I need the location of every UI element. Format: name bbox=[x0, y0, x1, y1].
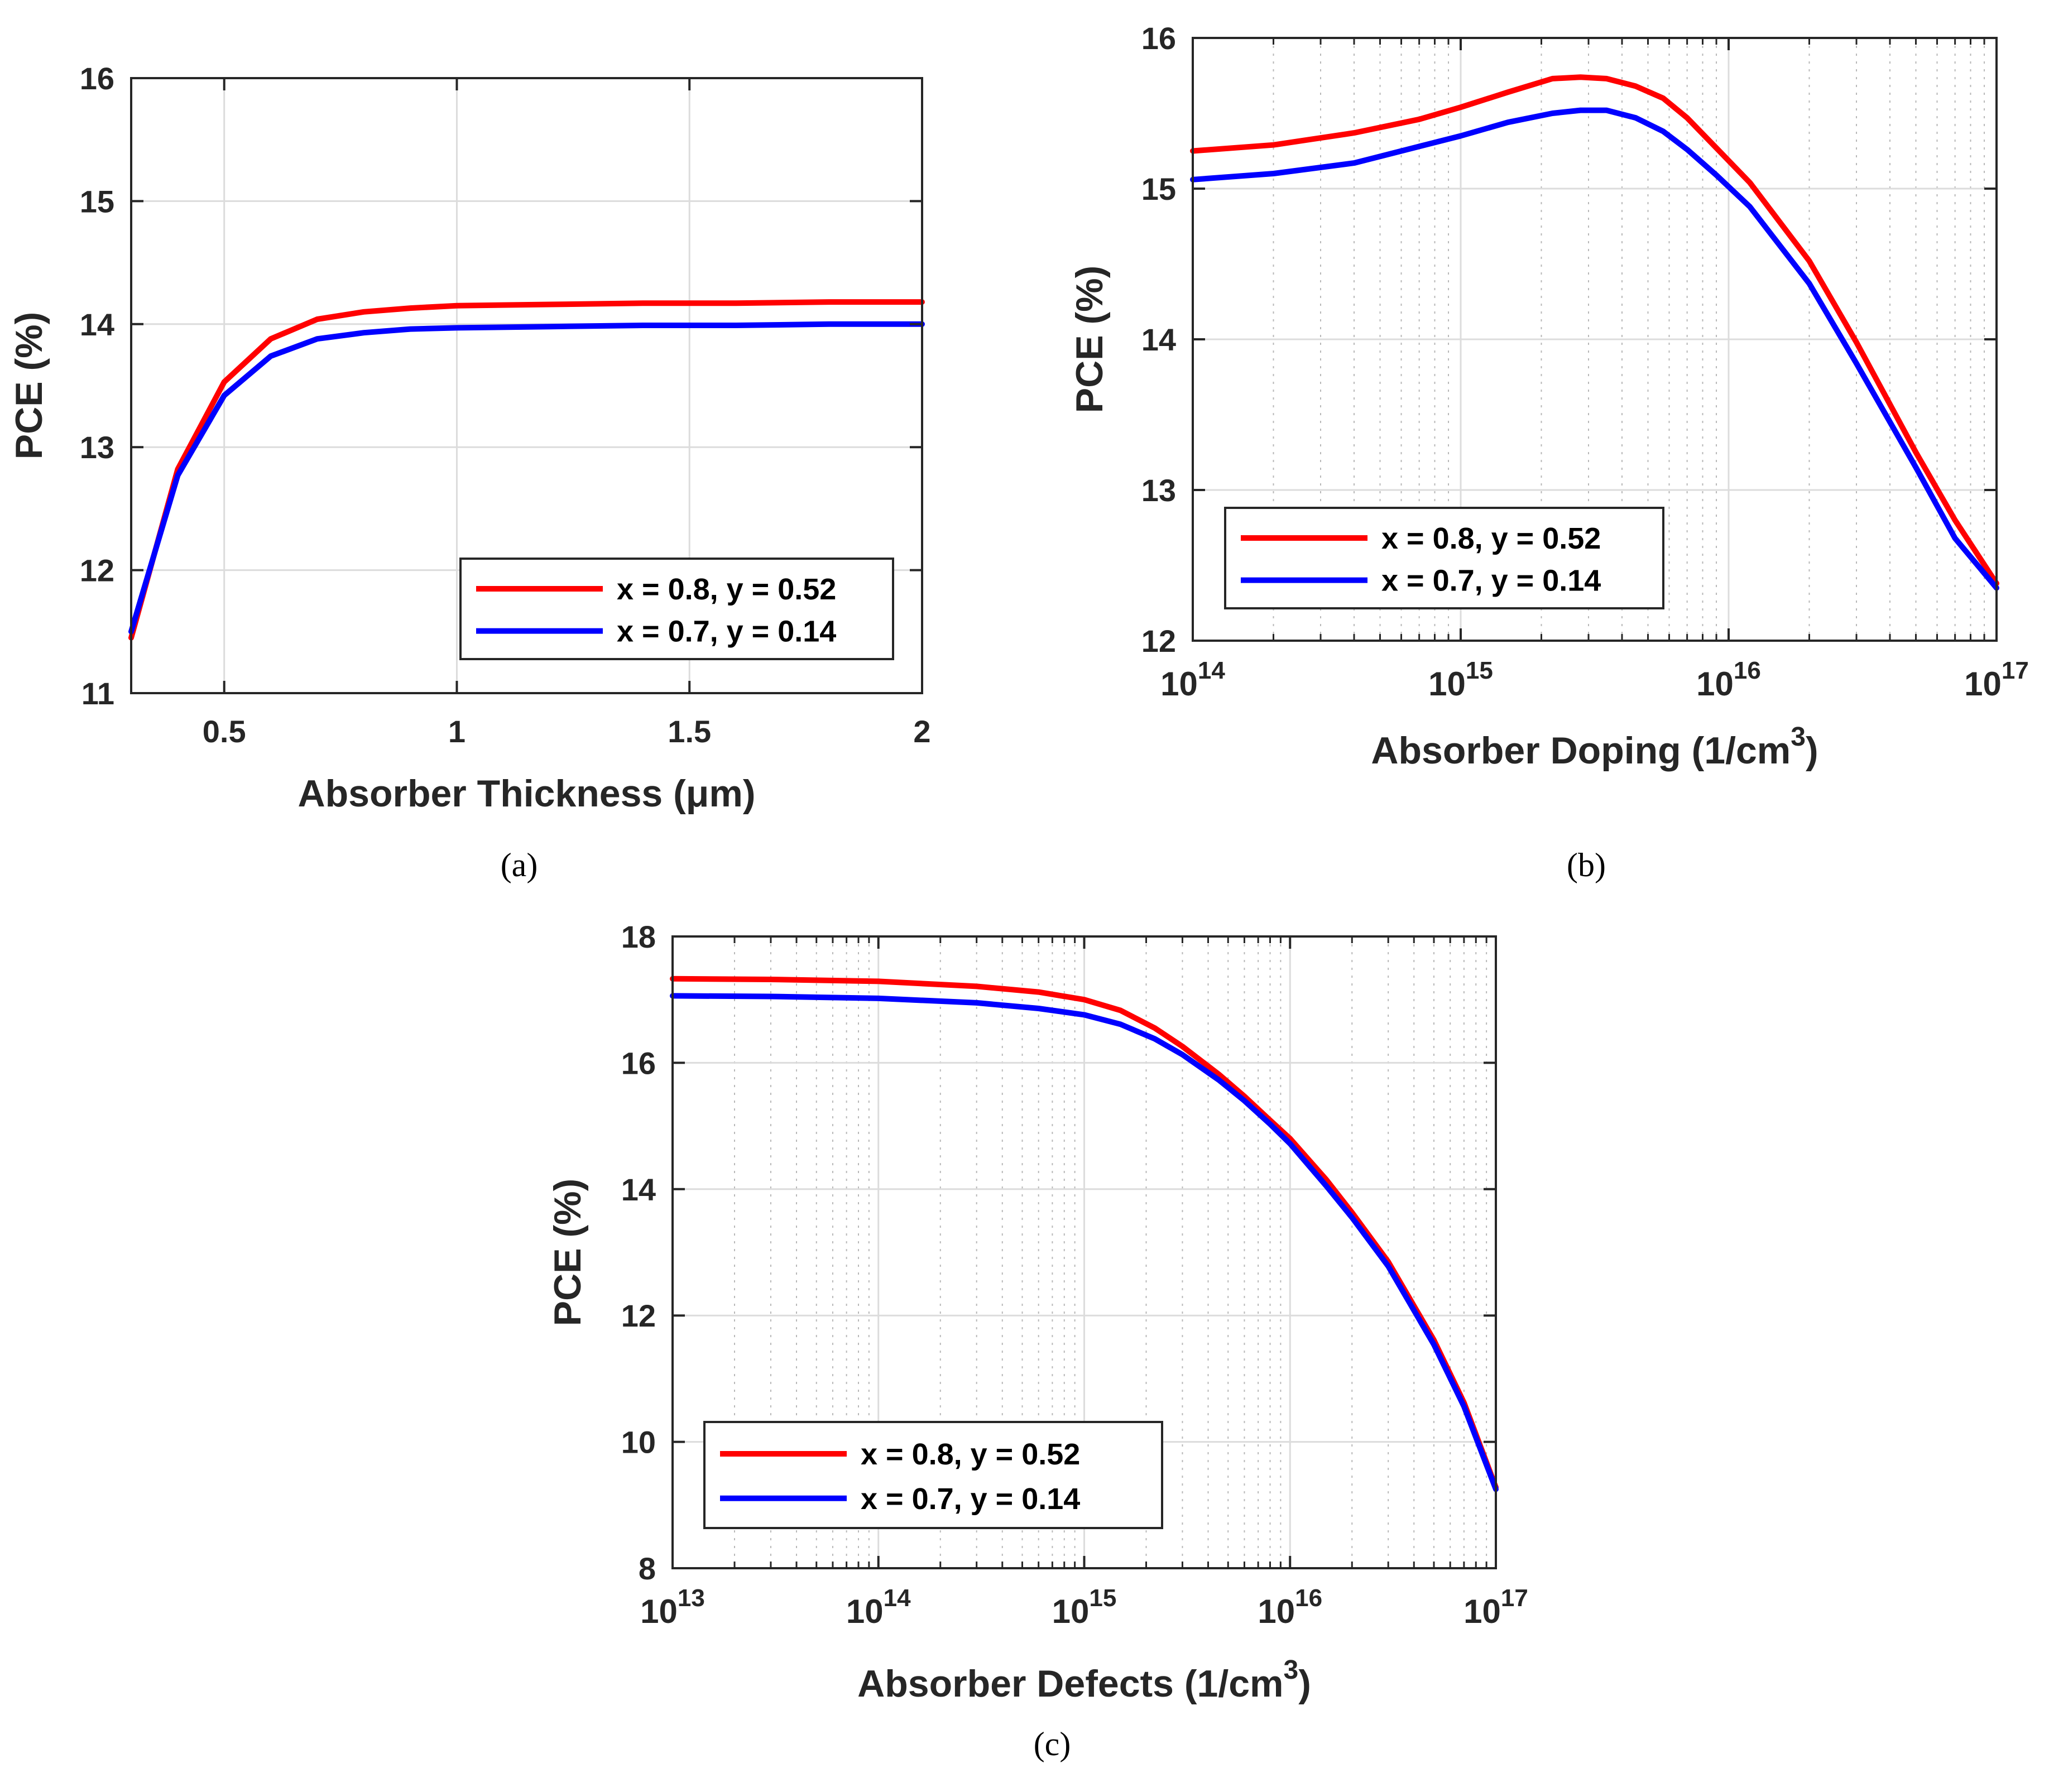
legend-box bbox=[1224, 507, 1664, 609]
x-tick-exponent: 14 bbox=[1198, 657, 1225, 684]
x-axis-label: Absorber Doping (1/cm3) bbox=[1371, 722, 1818, 772]
x-axis-label-suffix: ) bbox=[1298, 1663, 1311, 1705]
y-tick-label: 12 bbox=[1141, 623, 1176, 659]
x-tick-label: 1016 bbox=[1258, 1584, 1322, 1630]
x-tick-exponent: 15 bbox=[1466, 657, 1493, 684]
panel-c: 1013 1014 1015 1016 101781012141618Absorber … bbox=[546, 919, 1528, 1762]
x-axis-label-text: Absorber Doping (1/cm bbox=[1371, 729, 1791, 772]
series-line-2 bbox=[1190, 107, 1999, 591]
legend-label-1: x = 0.8, y = 0.52 bbox=[861, 1438, 1080, 1471]
x-tick-exponent: 17 bbox=[1501, 1584, 1528, 1612]
legend-label-1: x = 0.8, y = 0.52 bbox=[617, 573, 836, 606]
y-tick-label: 10 bbox=[621, 1425, 656, 1460]
y-tick-label: 11 bbox=[81, 676, 114, 711]
y-axis-label: PCE (%) bbox=[546, 1179, 589, 1326]
y-tick-label: 16 bbox=[1141, 21, 1176, 56]
x-tick-exponent: 17 bbox=[2002, 657, 2029, 684]
y-tick-label: 14 bbox=[621, 1172, 656, 1207]
x-tick-exponent: 13 bbox=[678, 1584, 705, 1612]
panel-caption: (b) bbox=[1567, 847, 1606, 883]
x-tick-base: 10 bbox=[1428, 665, 1466, 703]
x-tick-label: 2 bbox=[913, 714, 930, 749]
x-axis-label-superscript: 3 bbox=[1791, 722, 1806, 752]
y-tick-label: 13 bbox=[1141, 473, 1176, 508]
y-axis-label: PCE (%) bbox=[8, 312, 50, 459]
x-axis-label: Absorber Defects (1/cm3) bbox=[857, 1655, 1311, 1705]
x-tick-label: 1016 bbox=[1696, 657, 1761, 703]
x-tick-label: 1013 bbox=[640, 1584, 705, 1630]
x-tick-base: 10 bbox=[1258, 1593, 1295, 1630]
x-tick-base: 10 bbox=[1160, 665, 1198, 703]
series-line-1 bbox=[128, 299, 925, 641]
y-tick-label: 15 bbox=[1141, 171, 1176, 206]
y-axis-label: PCE (%) bbox=[1068, 266, 1111, 413]
x-tick-base: 10 bbox=[1696, 665, 1734, 703]
x-axis-label: Absorber Thickness (μm) bbox=[297, 772, 755, 815]
x-tick-base: 10 bbox=[1964, 665, 2002, 703]
legend: x = 0.8, y = 0.52 x = 0.7, y = 0.14 bbox=[1224, 507, 1664, 609]
x-tick-base: 10 bbox=[846, 1593, 884, 1630]
x-tick-exponent: 15 bbox=[1089, 1584, 1116, 1612]
panel-caption: (a) bbox=[501, 847, 538, 883]
x-tick-label: 1017 bbox=[1463, 1584, 1528, 1630]
series-line-2 bbox=[128, 321, 925, 635]
x-tick-label: 1017 bbox=[1964, 657, 2029, 703]
legend-label-1: x = 0.8, y = 0.52 bbox=[1381, 522, 1601, 555]
panel-caption: (c) bbox=[1034, 1726, 1071, 1762]
series-line-1 bbox=[1190, 74, 1999, 587]
x-axis-label-superscript: 3 bbox=[1284, 1655, 1299, 1685]
y-tick-label: 14 bbox=[1141, 322, 1176, 357]
legend-label-2: x = 0.7, y = 0.14 bbox=[861, 1482, 1080, 1516]
y-tick-label: 12 bbox=[80, 553, 114, 588]
legend-box bbox=[703, 1421, 1163, 1529]
panel-a: 0.5 1 1.5 2 11 12 13 14 15 16 Absorber Thickness (… bbox=[8, 61, 931, 883]
legend: x = 0.8, y = 0.52 x = 0.7, y = 0.14 bbox=[459, 558, 894, 660]
y-tick-label: 13 bbox=[80, 430, 114, 465]
y-tick-label: 16 bbox=[621, 1045, 656, 1080]
axes-box bbox=[130, 77, 923, 694]
series-line-2 bbox=[670, 993, 1499, 1492]
x-tick-base: 10 bbox=[1463, 1593, 1501, 1630]
legend: x = 0.8, y = 0.52 x = 0.7, y = 0.14 bbox=[703, 1421, 1163, 1529]
x-tick-label: 1014 bbox=[846, 1584, 911, 1630]
legend-label-2: x = 0.7, y = 0.14 bbox=[617, 615, 836, 648]
x-tick-base: 10 bbox=[640, 1593, 678, 1630]
y-tick-label: 8 bbox=[639, 1551, 656, 1586]
x-tick-label: 0.5 bbox=[203, 714, 246, 749]
x-tick-base: 10 bbox=[1052, 1593, 1090, 1630]
y-tick-label: 15 bbox=[80, 184, 114, 219]
y-tick-label: 14 bbox=[80, 307, 114, 342]
x-tick-label: 1 bbox=[448, 714, 466, 749]
x-tick-exponent: 16 bbox=[1734, 657, 1761, 684]
x-axis-label-text: Absorber Defects (1/cm bbox=[857, 1663, 1283, 1705]
x-axis-label-suffix: ) bbox=[1806, 729, 1818, 772]
y-tick-label: 18 bbox=[621, 919, 656, 954]
x-tick-label: 1014 bbox=[1160, 657, 1225, 703]
x-axis-label-text: Absorber Thickness (μm) bbox=[297, 772, 755, 815]
legend-box bbox=[459, 558, 894, 660]
y-tick-label: 12 bbox=[621, 1298, 656, 1333]
x-tick-label: 1015 bbox=[1052, 1584, 1117, 1630]
x-tick-label: 1015 bbox=[1428, 657, 1493, 703]
y-tick-label: 16 bbox=[80, 61, 114, 96]
x-tick-exponent: 16 bbox=[1295, 1584, 1322, 1612]
x-tick-exponent: 14 bbox=[884, 1584, 911, 1612]
legend-label-2: x = 0.7, y = 0.14 bbox=[1381, 564, 1601, 598]
x-tick-label: 1.5 bbox=[668, 714, 711, 749]
